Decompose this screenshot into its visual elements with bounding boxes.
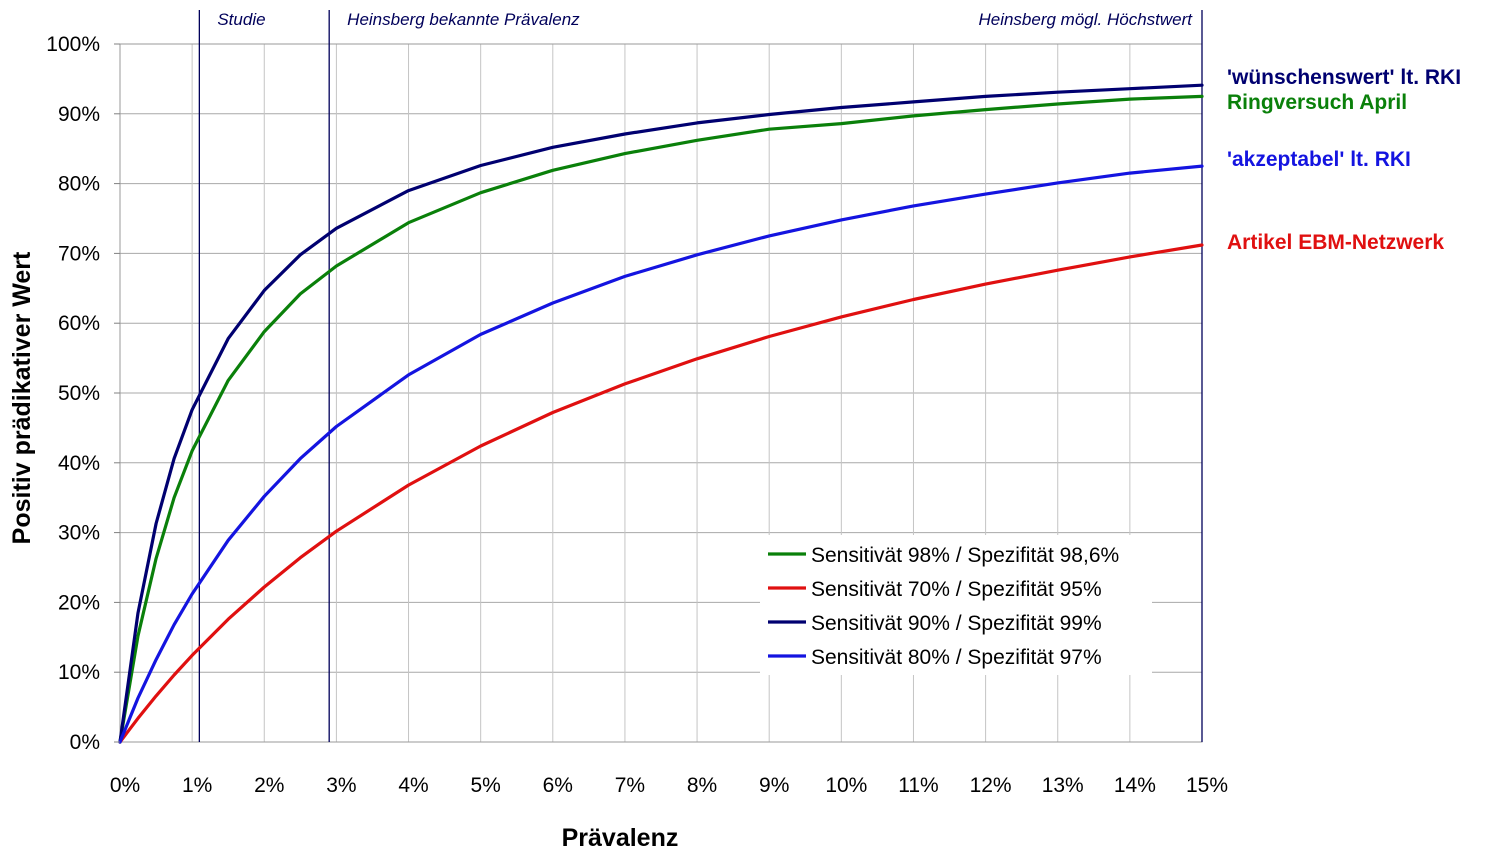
series-end-label: Ringversuch April	[1227, 91, 1407, 114]
x-tick-label: 1%	[182, 774, 212, 797]
x-tick-label: 0%	[110, 774, 140, 797]
series-end-label: 'wünschenswert' lt. RKI	[1227, 66, 1461, 89]
y-tick-label: 100%	[46, 33, 100, 56]
series-line-3	[118, 83, 1204, 744]
y-tick-label: 30%	[58, 522, 100, 545]
x-tick-label: 4%	[398, 774, 428, 797]
x-tick-label: 9%	[759, 774, 789, 797]
y-tick-label: 10%	[58, 661, 100, 684]
x-tick-label: 11%	[898, 774, 938, 797]
x-tick-label: 2%	[254, 774, 284, 797]
x-tick-label: 15%	[1186, 774, 1228, 797]
y-tick-label: 90%	[58, 103, 100, 126]
x-axis-title: Prävalenz	[562, 824, 679, 852]
series-line-1	[118, 94, 1204, 744]
legend-entry-label: Sensitivät 80% / Spezifität 97%	[811, 646, 1102, 669]
x-tick-label: 7%	[615, 774, 645, 797]
x-tick-label: 5%	[470, 774, 500, 797]
y-tick-label: 50%	[58, 382, 100, 405]
legend-entry-label: Sensitivät 90% / Spezifität 99%	[811, 612, 1102, 635]
y-tick-label: 0%	[70, 731, 100, 754]
series-end-label: 'akzeptabel' lt. RKI	[1227, 148, 1411, 171]
series-line-2	[118, 243, 1204, 744]
y-tick-label: 70%	[58, 242, 100, 265]
series-lines	[118, 83, 1204, 744]
series-line-4	[118, 164, 1204, 744]
x-tick-label: 14%	[1114, 774, 1156, 797]
x-tick-label: 13%	[1042, 774, 1084, 797]
x-tick-labels: 0% 1% 2% 3% 4% 5% 6% 7% 8% 9% 10% 11% 12% 13% 14% 15%	[110, 774, 1228, 797]
y-tick-labels: 0% 10% 20% 30% 40% 50% 60% 70% 80% 90% 100%	[46, 33, 120, 754]
legend-box	[760, 535, 1152, 675]
x-tick-label: 6%	[543, 774, 573, 797]
y-tick-label: 20%	[58, 591, 100, 614]
series-end-label: Artikel EBM-Netzwerk	[1227, 231, 1444, 254]
y-tick-label: 60%	[58, 312, 100, 335]
x-tick-label: 12%	[970, 774, 1012, 797]
legend: Sensitivät 98% / Spezifität 98,6% Sensiti…	[760, 535, 1152, 675]
reference-line-label: Heinsberg mögl. Höchstwert	[978, 10, 1193, 29]
x-tick-label: 3%	[326, 774, 356, 797]
y-axis-title: Positiv prädikativer Wert	[8, 251, 36, 544]
reference-line-label: Heinsberg bekannte Prävalenz	[347, 10, 580, 29]
x-tick-label: 8%	[687, 774, 717, 797]
reference-lines: Studie Heinsberg bekannte Prävalenz Heinsb…	[198, 10, 1203, 742]
legend-entry-label: Sensitivät 70% / Spezifität 95%	[811, 578, 1102, 601]
y-tick-label: 40%	[58, 452, 100, 475]
y-tick-label: 80%	[58, 173, 100, 196]
reference-line-label: Studie	[217, 10, 265, 29]
legend-entry-label: Sensitivät 98% / Spezifität 98,6%	[811, 544, 1119, 567]
x-tick-label: 10%	[825, 774, 867, 797]
